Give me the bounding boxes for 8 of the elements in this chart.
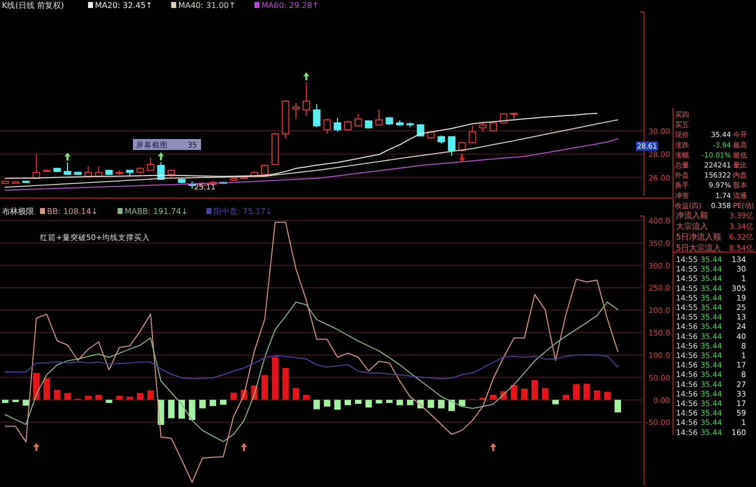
legend-label: BB: 108.14↓ (47, 207, 98, 216)
chart-title: K线(日线 前复权) (2, 1, 64, 10)
legend-label: 阳中盘: 75.17↓ (213, 207, 272, 216)
chart-title: 布林极限 (2, 207, 34, 216)
legend-label: MA60: 29.28↑ (261, 1, 319, 10)
legend-label: MABB: 191.74↓ (124, 207, 188, 216)
legend-label: MA20: 32.45↑ (95, 1, 152, 10)
legend-label: MA40: 31.00↑ (178, 1, 236, 10)
